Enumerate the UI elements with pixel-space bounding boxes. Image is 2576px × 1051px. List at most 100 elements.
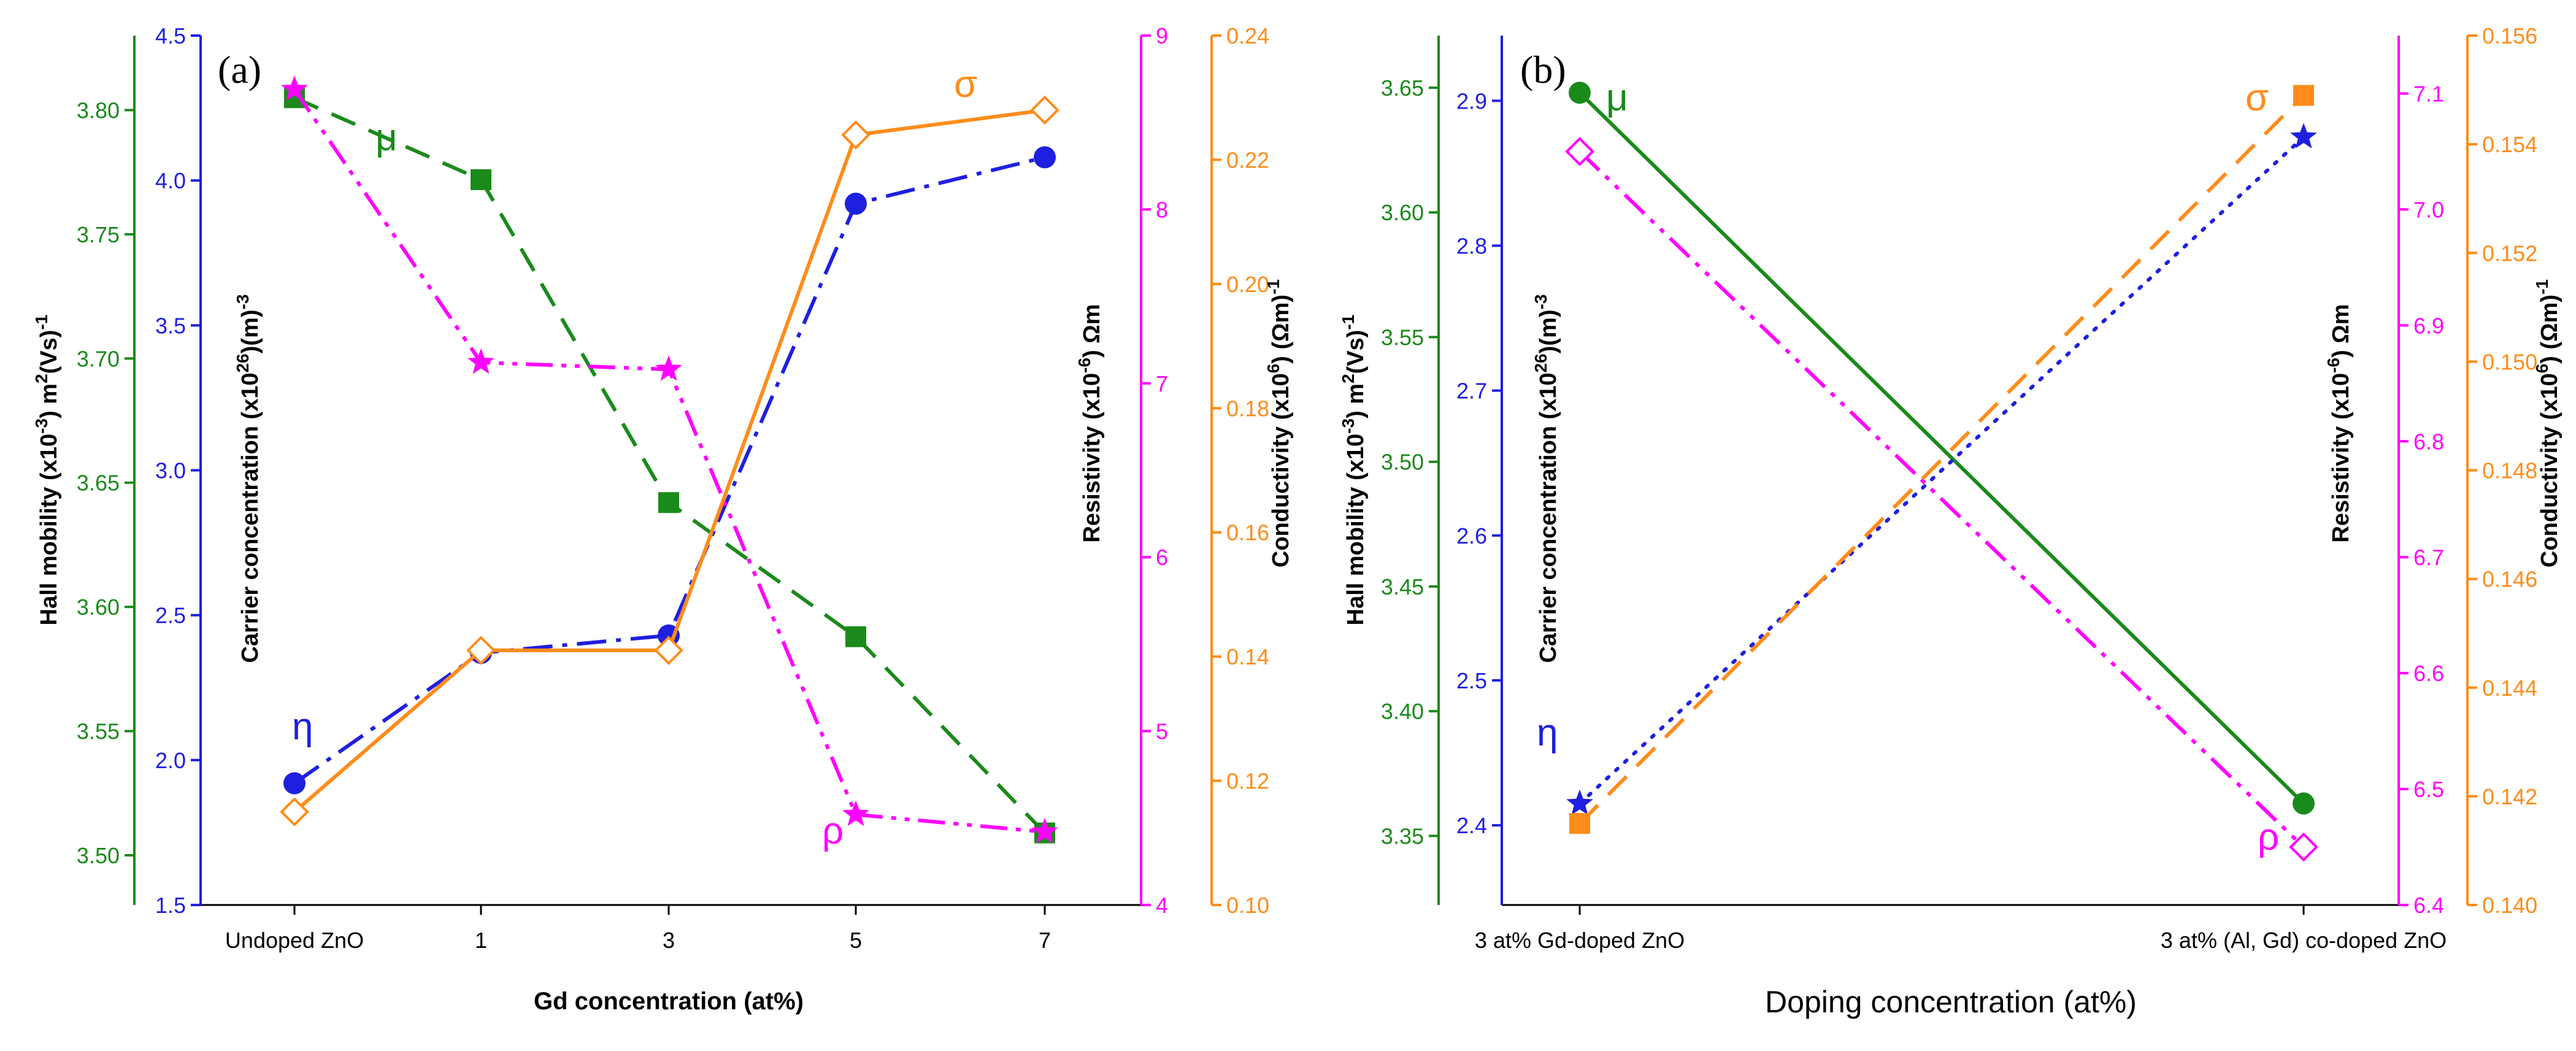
y-tick-label-mu: 3.45 (1381, 574, 1424, 599)
series-label-sigma: σ (954, 63, 977, 106)
series-line-eta (293, 155, 1045, 785)
y-tick-label-sigma: 0.16 (1226, 520, 1269, 545)
y-tick-label-mu: 3.50 (77, 843, 120, 868)
series-sigma (280, 95, 1059, 827)
series-label-rho: ρ (2258, 816, 2279, 858)
data-point-rho (842, 800, 869, 826)
y-axis-rho: 4 5 6 7 8 9 Resistivity (x10-6) Ωm (1075, 23, 1169, 918)
y-tick-label-mu: 3.50 (1381, 450, 1424, 475)
y-axis-title-rho: Resistivity (x10-6) Ωm (1075, 304, 1105, 542)
y-tick-label-eta: 2.9 (1456, 88, 1487, 114)
y-tick-label-rho: 6.6 (2413, 661, 2444, 686)
data-point-rho (1031, 818, 1058, 844)
y-tick-label-eta: 2.8 (1456, 233, 1487, 258)
y-tick-label-eta: 1.5 (155, 893, 186, 918)
series-line-rho (1578, 150, 2305, 849)
y-tick-label-sigma: 0.154 (2482, 132, 2537, 157)
series-line-sigma (1578, 94, 2305, 825)
y-tick-label-sigma: 0.24 (1226, 23, 1269, 48)
y-tick-label-rho: 4 (1156, 893, 1168, 918)
y-tick-label-sigma: 0.156 (2482, 23, 2537, 48)
y-tick-label-sigma: 0.148 (2482, 458, 2537, 483)
series-mu (1569, 82, 2315, 815)
y-tick-label-mu: 3.70 (77, 346, 120, 371)
y-axis-eta: 1.5 2.0 2.5 3.0 3.5 4.0 4.5 Carrier concentrati… (155, 23, 263, 918)
y-tick-label-mu: 3.35 (1381, 823, 1424, 849)
y-tick-label-sigma: 0.140 (2482, 893, 2537, 918)
panel-label: (a) (218, 48, 261, 91)
series-eta (1566, 123, 2317, 815)
y-axis-eta: 2.4 2.5 2.6 2.7 2.8 2.9 Carrier concentration … (1456, 36, 1561, 905)
data-point-eta (283, 772, 306, 795)
y-tick-label-eta: 2.7 (1456, 379, 1487, 404)
x-tick-label: 3 (663, 928, 675, 953)
y-axis-title-sigma: Conductivity (x106) (Ωm)-1 (1264, 279, 1294, 568)
data-point-sigma (280, 797, 309, 827)
y-tick-label-sigma: 0.10 (1226, 893, 1269, 918)
data-point-sigma (2293, 85, 2314, 106)
y-tick-label-eta: 2.6 (1456, 523, 1487, 549)
series-label-sigma: σ (2245, 77, 2269, 119)
y-axis-title-rho: Resistivity (x10-6) Ωm (2324, 304, 2355, 542)
series-eta (283, 146, 1056, 795)
data-point-eta (1034, 146, 1056, 169)
series-line-mu (1578, 91, 2305, 805)
chart-panel-a: Undoped ZnO 1 3 5 7 Gd concentration (at%) 3.5… (32, 23, 1294, 1015)
data-point-mu (2293, 792, 2315, 815)
y-tick-label-rho: 7.1 (2413, 81, 2444, 106)
x-tick-label: 1 (475, 928, 487, 953)
y-axis-mu: 3.50 3.55 3.60 3.65 3.70 3.75 3.80 Hall mobilit… (32, 36, 136, 905)
y-axis-title-mu: Hall mobility (x10-3) m2(Vs)-1 (1339, 315, 1369, 626)
data-point-mu (471, 169, 491, 190)
y-tick-label-rho: 6.9 (2413, 313, 2444, 338)
y-tick-label-sigma: 0.152 (2482, 241, 2537, 266)
chart-panel-b: 3 at% Gd-doped ZnO 3 at% (Al, Gd) co-dope… (1339, 23, 2563, 1019)
y-axis-title-sigma: Conductivity (x106) (Ωm)-1 (2532, 279, 2563, 568)
series-line-rho (293, 88, 1045, 834)
data-point-sigma (654, 636, 683, 665)
data-point-eta (2290, 123, 2317, 148)
y-tick-label-eta: 2.4 (1456, 813, 1487, 838)
y-tick-label-mu: 3.60 (1381, 200, 1424, 225)
x-tick-label: Undoped ZnO (225, 928, 364, 953)
y-tick-label-eta: 2.5 (1456, 668, 1487, 693)
y-axis-rho: 6.4 6.5 6.6 6.7 6.8 6.9 7.0 7.1 Resistivity (x10… (2324, 36, 2444, 918)
y-tick-label-sigma: 0.150 (2482, 349, 2537, 374)
series-rho (281, 75, 1058, 844)
series-line-mu (293, 96, 1047, 834)
data-point-eta (1566, 789, 1593, 815)
y-tick-label-rho: 6.7 (2413, 545, 2444, 570)
series-label-eta: η (1537, 712, 1558, 754)
series-label-mu: μ (375, 117, 398, 159)
y-tick-label-rho: 6.8 (2413, 429, 2444, 454)
y-axis-sigma: 0.140 0.142 0.144 0.146 0.148 0.150 0.152 0.154… (2466, 23, 2563, 918)
y-axis-title-eta: Carrier concentration (x1026)(m)-3 (1531, 295, 1562, 663)
y-tick-label-sigma: 0.142 (2482, 784, 2537, 809)
y-tick-label-sigma: 0.144 (2482, 676, 2537, 701)
data-point-mu (845, 626, 866, 647)
y-tick-label-mu: 3.55 (77, 719, 120, 744)
y-tick-label-mu: 3.65 (1381, 75, 1424, 101)
series-line-eta (1578, 135, 2305, 806)
data-point-sigma (841, 120, 871, 150)
y-tick-label-rho: 6 (1156, 545, 1168, 570)
series-label-rho: ρ (822, 810, 844, 852)
y-tick-label-sigma: 0.14 (1226, 644, 1269, 669)
y-tick-label-sigma: 0.12 (1226, 769, 1269, 794)
y-tick-label-mu: 3.75 (77, 222, 120, 247)
data-point-mu (1569, 82, 1591, 104)
y-tick-label-mu: 3.65 (77, 471, 120, 496)
data-point-rho (655, 355, 682, 381)
data-point-mu (658, 492, 679, 514)
data-point-eta (845, 192, 867, 215)
y-tick-label-eta: 4.5 (155, 23, 186, 48)
y-tick-label-eta: 3.0 (155, 458, 186, 483)
data-point-sigma (1030, 95, 1059, 125)
y-tick-label-mu: 3.60 (77, 595, 120, 620)
x-axis-title: Gd concentration (at%) (534, 988, 804, 1015)
y-tick-label-eta: 3.5 (155, 313, 186, 338)
y-axis-mu: 3.35 3.40 3.45 3.50 3.55 3.60 3.65 Hall mobilit… (1339, 36, 1440, 905)
y-tick-label-sigma: 0.20 (1226, 272, 1269, 297)
y-tick-label-sigma: 0.146 (2482, 567, 2537, 592)
